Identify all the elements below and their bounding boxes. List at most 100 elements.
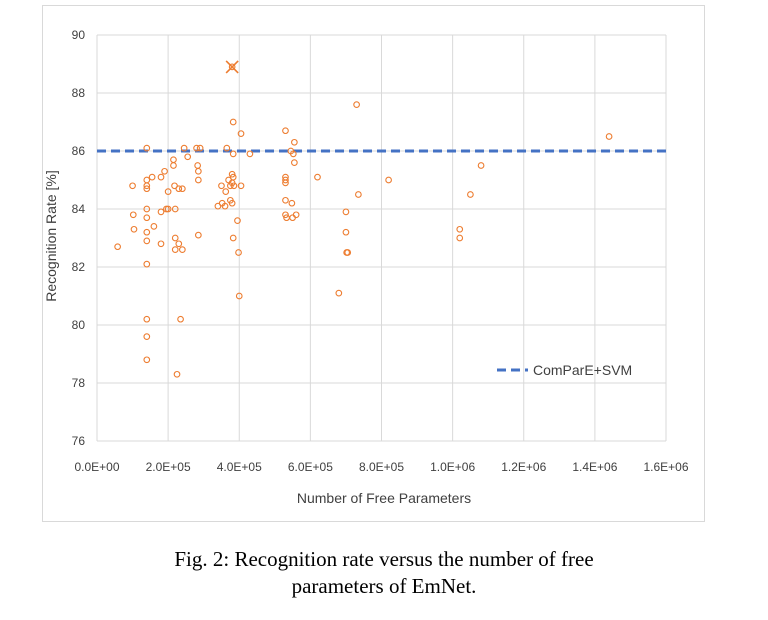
data-point	[150, 223, 158, 230]
data-point	[143, 185, 151, 193]
y-tick-label: 82	[72, 260, 86, 274]
x-tick-label: 4.0E+05	[217, 460, 262, 474]
data-point	[342, 208, 350, 216]
data-point	[171, 205, 179, 213]
data-point	[164, 205, 172, 213]
data-point	[289, 150, 297, 158]
data-point	[143, 356, 151, 364]
data-point	[143, 228, 151, 236]
data-point	[148, 173, 156, 181]
data-point	[237, 130, 245, 137]
x-tick-label: 1.6E+06	[643, 460, 688, 474]
grid-lines	[96, 34, 667, 442]
y-tick-label: 86	[72, 144, 86, 158]
y-axis-title: Recognition Rate [%]	[43, 170, 59, 302]
highlight-point	[228, 63, 236, 71]
data-point	[175, 185, 183, 193]
data-point	[196, 144, 204, 152]
data-point	[195, 176, 202, 184]
data-point	[355, 191, 362, 198]
data-point	[157, 173, 165, 181]
data-point	[477, 162, 485, 169]
data-point	[143, 333, 151, 340]
legend-label: ComParE+SVM	[533, 362, 632, 378]
data-point	[171, 246, 179, 253]
data-point	[291, 159, 298, 166]
x-tick-label: 8.0E+05	[359, 460, 404, 474]
figure-caption: Fig. 2: Recognition rate versus the numb…	[0, 546, 768, 600]
data-point	[229, 234, 237, 242]
data-point	[143, 237, 151, 245]
data-point	[467, 191, 474, 198]
data-point	[282, 211, 289, 219]
data-point	[229, 173, 237, 181]
data-point	[228, 199, 236, 207]
data-point	[180, 144, 188, 152]
data-point	[130, 225, 138, 233]
data-point	[246, 150, 254, 158]
data-point	[282, 179, 289, 187]
data-point	[129, 211, 137, 219]
data-point	[456, 225, 464, 233]
data-point	[344, 249, 352, 256]
y-tick-label: 84	[72, 202, 86, 216]
data-point	[237, 182, 245, 190]
y-tick-label: 78	[72, 376, 86, 390]
data-point	[175, 240, 183, 248]
x-tick-label: 1.4E+06	[572, 460, 617, 474]
x-tick-label: 0.0E+00	[74, 460, 119, 474]
data-point	[353, 101, 360, 108]
data-point	[291, 138, 298, 146]
data-point	[228, 170, 236, 178]
data-point	[288, 199, 296, 207]
data-point	[342, 228, 350, 236]
scatter-chart: 0.0E+00 2.0E+05 4.0E+05 6.0E+05 8.0E+05 1.0E+…	[43, 28, 689, 506]
highlight-x-stroke	[225, 60, 239, 74]
data-point	[195, 231, 202, 239]
data-point	[143, 144, 151, 152]
data-point	[282, 196, 289, 204]
data-point	[229, 150, 237, 158]
data-point	[218, 182, 225, 190]
data-point	[195, 167, 202, 175]
data-point	[129, 182, 136, 190]
data-point	[170, 156, 177, 164]
data-point	[235, 249, 242, 256]
data-point	[221, 202, 229, 210]
data-point	[193, 144, 200, 152]
data-point	[171, 234, 179, 242]
data-point	[222, 188, 230, 195]
data-point	[385, 176, 392, 184]
data-point	[143, 260, 151, 268]
caption-line-2: parameters of EmNet.	[291, 574, 477, 598]
data-point	[314, 173, 321, 181]
x-tick-label: 1.2E+06	[501, 460, 546, 474]
data-points	[114, 101, 613, 378]
x-axis-title: Number of Free Parameters	[297, 490, 471, 506]
data-point	[173, 370, 181, 378]
data-point	[605, 133, 613, 140]
data-point	[177, 315, 184, 323]
data-point	[143, 214, 151, 222]
y-tick-labels: 76 78 80 82 84 86 88 90	[72, 28, 86, 448]
x-tick-label: 6.0E+05	[288, 460, 333, 474]
data-point	[114, 243, 121, 251]
highlight-marker	[225, 60, 239, 74]
data-point	[164, 188, 172, 195]
data-point	[170, 162, 177, 169]
data-point	[282, 176, 289, 184]
data-point	[143, 182, 151, 190]
data-point	[143, 176, 151, 184]
data-point	[223, 144, 231, 152]
y-tick-label: 76	[72, 434, 86, 448]
data-point	[194, 162, 201, 169]
data-point	[179, 246, 186, 253]
data-point	[235, 292, 243, 300]
data-point	[234, 217, 241, 224]
data-point	[335, 289, 343, 297]
data-point	[157, 240, 165, 248]
caption-line-1: Fig. 2: Recognition rate versus the numb…	[174, 547, 594, 571]
data-point	[184, 153, 192, 161]
y-tick-label: 80	[72, 318, 86, 332]
x-tick-label: 2.0E+05	[146, 460, 191, 474]
